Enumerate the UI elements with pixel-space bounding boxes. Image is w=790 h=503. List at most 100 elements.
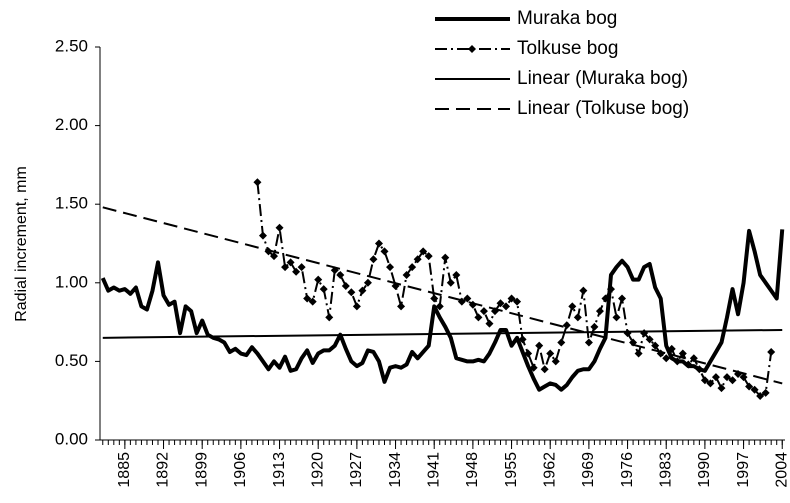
point-marker [253,178,262,187]
point-marker [678,349,687,358]
point-marker [286,258,295,267]
point-marker [424,252,433,261]
point-marker [352,302,361,311]
y-tick-label: 0.00 [55,429,88,448]
point-marker [369,255,378,264]
x-tick-label: 1976 [619,452,636,488]
point-marker [496,299,505,308]
point-marker [513,297,522,306]
point-marker [292,267,301,276]
point-marker [474,313,483,322]
x-tick-label: 1906 [232,452,249,488]
point-marker [446,278,455,287]
point-marker [408,263,417,272]
point-marker [270,252,279,261]
point-marker [336,270,345,279]
point-marker [562,321,571,330]
point-marker [413,255,422,264]
y-tick-label: 1.00 [55,272,88,291]
point-marker [485,319,494,328]
legend-label: Muraka bog [517,8,617,29]
point-marker [529,363,538,372]
series-line [100,228,785,392]
legend-label: Linear (Muraka bog) [517,68,688,89]
point-marker [739,373,748,382]
point-marker [479,307,488,316]
point-marker [281,263,290,272]
point-marker [728,376,737,385]
x-tick-label: 1941 [425,452,442,488]
x-tick-label: 1969 [580,452,597,488]
legend-marker [468,45,476,53]
point-marker [573,313,582,322]
point-marker [756,391,765,400]
series-line [102,206,783,385]
series-line [102,328,783,339]
point-marker [706,379,715,388]
x-tick-label: 1920 [309,452,326,488]
point-marker [319,285,328,294]
point-marker [568,302,577,311]
point-marker [595,307,604,316]
x-tick-label: 1885 [116,452,133,488]
y-tick-label: 0.50 [55,351,88,370]
point-marker [435,302,444,311]
legend-label: Linear (Tolkuse bog) [517,98,689,119]
y-tick-label: 1.50 [55,194,88,213]
point-marker [540,365,549,374]
point-marker [397,302,406,311]
point-marker [761,388,770,397]
point-marker [634,349,643,358]
point-marker [745,382,754,391]
y-tick-label: 2.50 [55,36,88,55]
point-marker [551,357,560,366]
point-marker [612,313,621,322]
point-marker [347,288,356,297]
point-marker [275,223,284,232]
point-marker [258,231,267,240]
point-marker [645,335,654,344]
point-marker [651,341,660,350]
y-tick-label: 2.00 [55,115,88,134]
point-marker [700,376,709,385]
point-marker [584,338,593,347]
x-tick-label: 1948 [464,452,481,488]
point-marker [452,270,461,279]
point-marker [402,270,411,279]
point-marker [623,329,632,338]
x-tick-label: 1962 [541,452,558,488]
point-marker [750,385,759,394]
point-marker [557,338,566,347]
point-marker [606,285,615,294]
point-marker [524,349,533,358]
point-marker [673,357,682,366]
point-marker [303,294,312,303]
point-marker [618,294,627,303]
point-marker [518,335,527,344]
point-marker [374,239,383,248]
point-marker [535,341,544,350]
point-marker [325,313,334,322]
x-tick-label: 1934 [387,452,404,488]
x-tick-label: 1927 [348,452,365,488]
point-marker [767,347,776,356]
point-marker [430,294,439,303]
x-tick-label: 2004 [773,452,790,488]
point-marker [662,354,671,363]
y-axis-label: Radial increment, mm [13,166,30,322]
x-tick-label: 1899 [193,452,210,488]
series-line [256,182,773,397]
point-marker [717,384,726,393]
point-marker [419,247,428,256]
x-tick-label: 1983 [657,452,674,488]
point-marker [711,373,720,382]
point-marker [579,286,588,295]
point-marker [667,344,676,353]
point-marker [380,247,389,256]
x-tick-label: 1913 [271,452,288,488]
point-marker [297,263,306,272]
legend-label: Tolkuse bog [517,38,618,59]
point-marker [441,253,450,262]
